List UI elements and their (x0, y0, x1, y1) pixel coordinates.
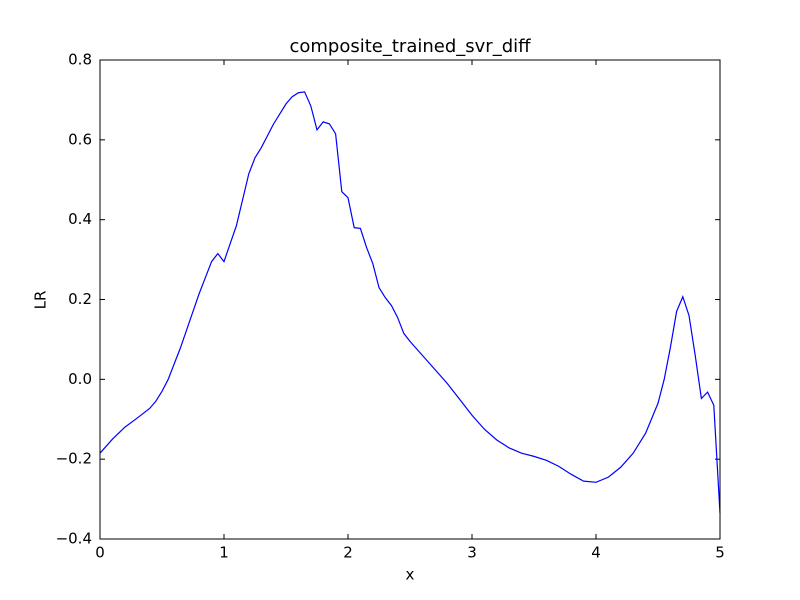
y-tick-label: 0.2 (68, 290, 92, 308)
chart-title: composite_trained_svr_diff (289, 36, 531, 57)
data-line (99, 91, 721, 514)
x-tick-label: 0 (95, 544, 105, 562)
y-tick-label: 0.0 (68, 370, 92, 388)
x-axis-label: x (406, 566, 415, 584)
y-tick-label: 0.6 (68, 130, 92, 148)
x-tick-label: 4 (591, 544, 601, 562)
y-axis-label: LR (32, 291, 50, 310)
plot-frame (99, 59, 721, 540)
y-tick-label: −0.4 (56, 530, 92, 548)
x-tick-label: 2 (343, 544, 353, 562)
x-tick-label: 3 (467, 544, 477, 562)
y-tick-label: 0.8 (68, 51, 92, 69)
y-tick-label: −0.2 (56, 450, 92, 468)
x-tick-label: 5 (715, 544, 725, 562)
y-tick-label: 0.4 (68, 210, 92, 228)
x-tick-label: 1 (219, 544, 229, 562)
